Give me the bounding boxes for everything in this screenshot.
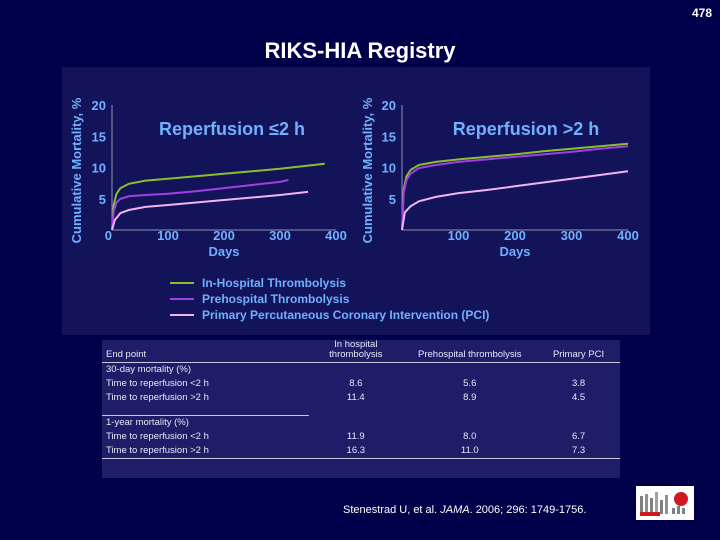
cell-value: 3.8 <box>571 378 586 389</box>
series-line <box>111 162 325 231</box>
registry-logo-image <box>638 490 692 516</box>
header-in-hospital: In hospital thrombolysis <box>309 340 403 363</box>
registry-logo <box>636 486 694 520</box>
series-line <box>111 179 289 231</box>
x-tick-label: 400 <box>325 228 347 243</box>
section-title: 30-day mortality (%) <box>106 364 191 375</box>
series-line <box>401 145 629 231</box>
cell-value: 5.6 <box>463 378 477 389</box>
x-tick-label: 200 <box>213 228 235 243</box>
y-axis-label: Cumulative Mortality, % <box>69 97 84 243</box>
row-label: Time to reperfusion <2 h <box>106 378 209 389</box>
x-tick-label: 300 <box>269 228 291 243</box>
section-row: 30-day mortality (%) <box>102 363 620 378</box>
y-tick-label: 5 <box>99 192 106 207</box>
slide-number: 478 <box>691 6 712 20</box>
cell-value: 8.6 <box>349 378 363 389</box>
cell-value: 11.9 <box>346 431 365 442</box>
row-label: Time to reperfusion >2 h <box>106 392 209 403</box>
spacer-row <box>102 405 620 416</box>
cell-value: 7.3 <box>537 444 620 459</box>
row-label: Time to reperfusion >2 h <box>102 444 310 459</box>
y-axis-label: Cumulative Mortality, % <box>360 97 375 243</box>
cell-value: 11.0 <box>402 444 538 459</box>
row-label: Time to reperfusion <2 h <box>106 431 209 442</box>
x-axis-label: Days <box>208 244 239 259</box>
results-table-panel: End point In hospital thrombolysis Preho… <box>102 340 620 478</box>
table-header-row: End point In hospital thrombolysis Preho… <box>102 340 620 363</box>
citation: Stenestrad U, et al. JAMA. 2006; 296: 17… <box>343 504 586 516</box>
citation-details: . 2006; 296: 1749-1756. <box>469 504 587 516</box>
citation-journal: JAMA <box>440 504 470 516</box>
x-tick-label: 300 <box>561 228 583 243</box>
chart-title: Reperfusion ≤2 h <box>159 119 305 139</box>
x-axis-label: Days <box>499 244 530 259</box>
y-tick-label: 20 <box>92 98 106 113</box>
series-line <box>401 142 629 231</box>
header-prehospital: Prehospital thrombolysis <box>402 340 538 363</box>
table-row: Time to reperfusion <2 h 11.9 8.0 6.7 <box>102 430 620 444</box>
legend: In-Hospital Thrombolysis Prehospital Thro… <box>170 276 489 322</box>
results-table: End point In hospital thrombolysis Preho… <box>102 340 620 459</box>
y-tick-label: 10 <box>92 161 106 176</box>
mortality-charts: Reperfusion ≤2 h Cumulative Mortality, % 2… <box>69 97 639 322</box>
x-tick-label: 100 <box>448 228 470 243</box>
section-row: 1-year mortality (%) <box>102 415 620 430</box>
cell-value: 6.7 <box>571 431 586 442</box>
x-tick-label: 0 <box>105 228 112 243</box>
table-row: Time to reperfusion <2 h 8.6 5.6 3.8 <box>102 377 620 391</box>
chart-title: Reperfusion >2 h <box>453 119 600 139</box>
header-end-point: End point <box>102 340 310 363</box>
cell-value: 8.0 <box>463 431 477 442</box>
y-tick-label: 10 <box>382 161 396 176</box>
series-line <box>401 170 629 231</box>
citation-authors: Stenestrad U, et al. <box>343 504 438 516</box>
y-tick-label: 5 <box>389 192 396 207</box>
x-tick-label: 200 <box>504 228 526 243</box>
table-row: Time to reperfusion >2 h 16.3 11.0 7.3 <box>102 444 620 459</box>
chart-1: Reperfusion ≤2 h Cumulative Mortality, % 2… <box>69 97 347 259</box>
section-title: 1-year mortality (%) <box>102 415 310 430</box>
y-tick-label: 15 <box>92 129 106 144</box>
cell-value: 16.3 <box>309 444 403 459</box>
slide-title: RIKS-HIA Registry <box>264 38 456 63</box>
cell-value: 4.5 <box>571 392 586 403</box>
legend-label: Primary Percutaneous Coronary Interventi… <box>202 308 489 322</box>
x-tick-label: 100 <box>157 228 179 243</box>
x-tick-label: 400 <box>617 228 639 243</box>
legend-label: Prehospital Thrombolysis <box>202 292 350 306</box>
series-line <box>111 190 309 231</box>
y-tick-label: 20 <box>382 98 396 113</box>
cell-value: 11.4 <box>346 392 365 403</box>
table-row: Time to reperfusion >2 h 11.4 8.9 4.5 <box>102 391 620 405</box>
chart-2: Reperfusion >2 h Cumulative Mortality, % 2… <box>360 97 639 259</box>
chart-panel: Reperfusion ≤2 h Cumulative Mortality, % 2… <box>62 67 650 335</box>
header-primary-pci: Primary PCI <box>537 340 620 363</box>
legend-label: In-Hospital Thrombolysis <box>202 276 346 290</box>
cell-value: 8.9 <box>463 392 477 403</box>
y-tick-label: 15 <box>382 129 396 144</box>
